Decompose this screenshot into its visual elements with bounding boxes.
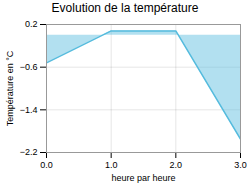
html-text:Evolution de la température: Evolution de la température [51,1,199,15]
svg-text:1.0: 1.0 [105,160,118,170]
svg-text:−1.4: −1.4 [20,105,38,115]
svg-text:−2.2: −2.2 [20,147,38,157]
svg-text:heure par heure: heure par heure [111,173,175,183]
svg-text:2.0: 2.0 [170,160,183,170]
svg-text:3.0: 3.0 [234,160,247,170]
svg-text:Température en °C: Température en °C [5,50,15,126]
svg-text:−0.6: −0.6 [20,62,38,72]
svg-text:0.2: 0.2 [25,19,38,29]
svg-text:0.0: 0.0 [40,160,53,170]
